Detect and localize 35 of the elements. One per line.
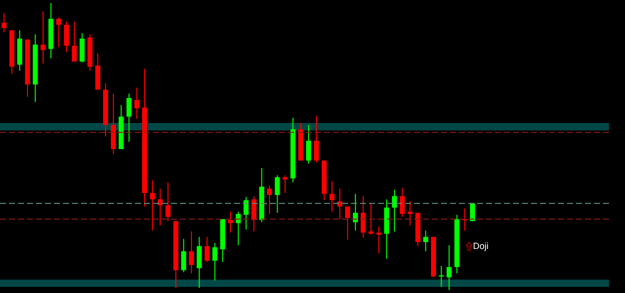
candlestick xyxy=(274,174,280,214)
candlestick xyxy=(150,180,155,232)
candlestick xyxy=(56,17,62,48)
candlestick xyxy=(360,196,366,238)
candlestick xyxy=(181,238,186,273)
candlestick xyxy=(64,21,70,53)
candlestick xyxy=(345,206,350,240)
candlestick xyxy=(392,189,397,232)
candlestick xyxy=(423,230,428,252)
candlestick xyxy=(72,21,77,62)
candlestick xyxy=(446,244,452,290)
candlestick xyxy=(40,10,46,64)
candlestick xyxy=(204,236,210,262)
candlestick xyxy=(228,211,233,234)
candlestick xyxy=(306,124,312,164)
candlestick xyxy=(251,196,256,232)
candlestick xyxy=(352,193,358,232)
candlestick xyxy=(134,87,140,120)
candlestick xyxy=(400,187,405,218)
candlestick xyxy=(244,196,249,230)
candlestick xyxy=(80,32,85,63)
candlestick xyxy=(267,185,272,214)
candlestick xyxy=(166,182,171,222)
candlestick xyxy=(329,181,334,212)
candlestick xyxy=(408,200,413,226)
candlestick xyxy=(376,226,382,254)
annotation: Doji xyxy=(473,241,489,251)
candlestick xyxy=(282,174,288,194)
candlestick xyxy=(126,93,132,142)
candlestick xyxy=(212,242,218,282)
candlestick xyxy=(196,236,202,288)
candlestick xyxy=(2,12,7,33)
candlestick xyxy=(158,188,163,226)
candlestick xyxy=(188,230,194,274)
candlestick xyxy=(314,115,319,164)
